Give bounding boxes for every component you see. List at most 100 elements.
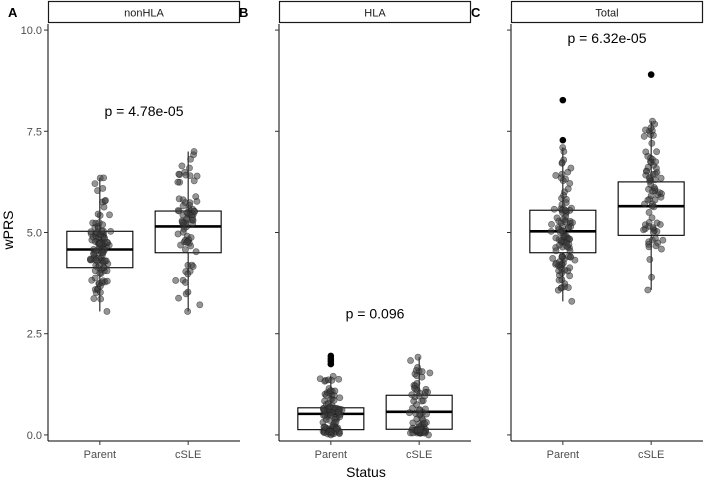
data-point <box>91 267 99 275</box>
data-point <box>561 188 568 196</box>
data-point <box>180 219 187 227</box>
data-point <box>89 233 97 241</box>
data-point <box>103 238 111 246</box>
data-point <box>182 171 190 179</box>
data-point <box>653 148 661 156</box>
box-csle <box>154 148 222 315</box>
data-point <box>649 117 656 125</box>
data-point <box>653 219 661 227</box>
data-point <box>650 203 658 211</box>
p-value-label: p = 6.32e-05 <box>567 30 646 46</box>
data-point <box>640 132 648 140</box>
data-point <box>92 247 100 255</box>
data-point <box>101 257 109 265</box>
data-point <box>549 255 557 262</box>
data-point <box>552 259 560 267</box>
data-point <box>334 408 342 416</box>
data-point <box>107 227 115 235</box>
data-point <box>641 200 648 208</box>
data-point <box>175 170 183 178</box>
strip-box <box>510 0 704 24</box>
y-tick-label: 7.5 <box>27 126 42 138</box>
data-point <box>567 164 575 172</box>
data-point <box>321 423 329 431</box>
data-point <box>179 228 187 236</box>
box-parent <box>529 96 597 305</box>
strip-label: nonHLA <box>124 8 164 20</box>
data-point <box>421 420 429 427</box>
p-value-label: p = 4.78e-05 <box>104 103 183 119</box>
data-point <box>648 273 655 281</box>
data-point <box>559 144 567 151</box>
data-point <box>184 270 192 278</box>
data-point <box>329 372 337 380</box>
data-point <box>177 241 184 249</box>
data-point <box>553 214 561 222</box>
data-point <box>652 158 660 166</box>
data-point <box>326 403 334 411</box>
data-point <box>415 420 423 428</box>
data-point <box>332 418 340 426</box>
data-point <box>320 407 328 414</box>
x-tick-label: Parent <box>547 449 579 461</box>
strip-label: Total <box>595 8 618 20</box>
y-axis-title: wPRS <box>0 211 16 251</box>
data-point <box>414 353 422 361</box>
outlier-point <box>327 360 335 368</box>
data-point <box>644 286 652 294</box>
panel-tag-b: B <box>239 5 248 20</box>
data-point <box>196 301 204 309</box>
y-tick-label: 5.0 <box>27 228 42 240</box>
data-point <box>651 196 659 204</box>
box-parent <box>66 174 134 315</box>
data-point <box>566 179 574 187</box>
box-parent <box>297 352 365 439</box>
data-point <box>563 196 570 203</box>
data-point <box>327 431 335 439</box>
data-point <box>179 202 187 210</box>
x-tick-label: cSLE <box>638 449 664 461</box>
data-point <box>192 193 200 200</box>
data-point <box>335 375 343 383</box>
data-point <box>327 412 335 419</box>
panel-total: C Total Parent cSLE p = 6.32e-05 <box>471 0 704 461</box>
data-point <box>421 388 429 396</box>
data-point <box>193 172 201 180</box>
data-point <box>646 256 654 263</box>
data-point <box>89 219 97 227</box>
data-point <box>554 286 562 294</box>
outlier-point <box>647 71 655 78</box>
data-point <box>178 162 186 170</box>
data-point <box>650 184 658 191</box>
data-point <box>97 295 105 303</box>
data-point <box>568 297 576 305</box>
data-point <box>186 164 193 172</box>
data-point <box>189 263 197 270</box>
data-point <box>90 295 98 302</box>
data-point <box>557 174 565 182</box>
data-point <box>651 170 659 178</box>
data-point <box>425 431 432 439</box>
data-point <box>92 256 100 264</box>
panel-tag-c: C <box>471 5 481 20</box>
x-tick-label: Parent <box>84 449 116 461</box>
data-point <box>557 229 564 237</box>
data-point <box>184 238 192 245</box>
data-point <box>422 405 429 413</box>
p-value-label: p = 0.096 <box>346 305 405 321</box>
data-point <box>564 253 572 261</box>
data-point <box>96 240 104 248</box>
data-point <box>88 276 96 284</box>
outlier-point <box>559 96 567 104</box>
data-point <box>659 236 667 244</box>
data-point <box>555 267 563 275</box>
strip-box <box>47 0 241 24</box>
data-point <box>174 178 182 186</box>
x-tick-label: Parent <box>315 449 347 461</box>
x-axis-title: Status <box>346 464 386 479</box>
data-point <box>103 308 111 315</box>
panel-tag-a: A <box>8 5 18 20</box>
x-tick-label: cSLE <box>406 449 432 461</box>
